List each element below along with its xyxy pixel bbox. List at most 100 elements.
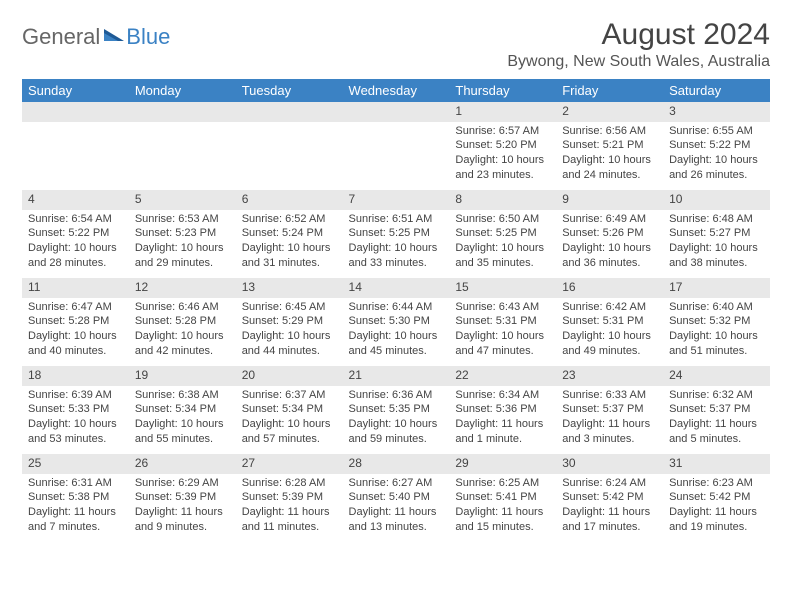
calendar-day-cell: 17Sunrise: 6:40 AMSunset: 5:32 PMDayligh… [663, 278, 770, 366]
sunset-line: Sunset: 5:41 PM [455, 490, 550, 505]
daylight-line: Daylight: 10 hours and 59 minutes. [349, 417, 444, 447]
day-details: Sunrise: 6:48 AMSunset: 5:27 PMDaylight:… [663, 210, 770, 275]
calendar-day-cell: 8Sunrise: 6:50 AMSunset: 5:25 PMDaylight… [449, 190, 556, 278]
day-number: 16 [556, 278, 663, 298]
daylight-line: Daylight: 10 hours and 45 minutes. [349, 329, 444, 359]
calendar-day-cell: 21Sunrise: 6:36 AMSunset: 5:35 PMDayligh… [343, 366, 450, 454]
sunset-line: Sunset: 5:25 PM [455, 226, 550, 241]
sunrise-line: Sunrise: 6:42 AM [562, 300, 657, 315]
day-number: 10 [663, 190, 770, 210]
daylight-line: Daylight: 10 hours and 28 minutes. [28, 241, 123, 271]
sunrise-line: Sunrise: 6:44 AM [349, 300, 444, 315]
sunrise-line: Sunrise: 6:46 AM [135, 300, 230, 315]
day-number: 17 [663, 278, 770, 298]
day-header: Saturday [663, 79, 770, 102]
day-details: Sunrise: 6:47 AMSunset: 5:28 PMDaylight:… [22, 298, 129, 363]
sunset-line: Sunset: 5:24 PM [242, 226, 337, 241]
location-text: Bywong, New South Wales, Australia [507, 53, 770, 71]
month-title: August 2024 [507, 18, 770, 51]
day-details: Sunrise: 6:27 AMSunset: 5:40 PMDaylight:… [343, 474, 450, 539]
sunrise-line: Sunrise: 6:55 AM [669, 124, 764, 139]
sunset-line: Sunset: 5:34 PM [242, 402, 337, 417]
calendar-day-cell [22, 102, 129, 190]
logo-text-general: General [22, 24, 100, 50]
calendar-day-cell: 11Sunrise: 6:47 AMSunset: 5:28 PMDayligh… [22, 278, 129, 366]
daylight-line: Daylight: 11 hours and 15 minutes. [455, 505, 550, 535]
sunset-line: Sunset: 5:42 PM [562, 490, 657, 505]
day-details: Sunrise: 6:38 AMSunset: 5:34 PMDaylight:… [129, 386, 236, 451]
logo-flag-icon [104, 25, 124, 41]
sunset-line: Sunset: 5:37 PM [669, 402, 764, 417]
calendar-day-cell: 19Sunrise: 6:38 AMSunset: 5:34 PMDayligh… [129, 366, 236, 454]
calendar-table: SundayMondayTuesdayWednesdayThursdayFrid… [22, 79, 770, 542]
sunrise-line: Sunrise: 6:34 AM [455, 388, 550, 403]
day-details: Sunrise: 6:39 AMSunset: 5:33 PMDaylight:… [22, 386, 129, 451]
daylight-line: Daylight: 11 hours and 17 minutes. [562, 505, 657, 535]
calendar-day-cell: 12Sunrise: 6:46 AMSunset: 5:28 PMDayligh… [129, 278, 236, 366]
sunrise-line: Sunrise: 6:25 AM [455, 476, 550, 491]
sunrise-line: Sunrise: 6:38 AM [135, 388, 230, 403]
day-number: 1 [449, 102, 556, 122]
day-details: Sunrise: 6:25 AMSunset: 5:41 PMDaylight:… [449, 474, 556, 539]
day-number: 5 [129, 190, 236, 210]
daylight-line: Daylight: 10 hours and 47 minutes. [455, 329, 550, 359]
day-details: Sunrise: 6:33 AMSunset: 5:37 PMDaylight:… [556, 386, 663, 451]
sunset-line: Sunset: 5:22 PM [28, 226, 123, 241]
sunset-line: Sunset: 5:28 PM [135, 314, 230, 329]
daylight-line: Daylight: 11 hours and 3 minutes. [562, 417, 657, 447]
sunset-line: Sunset: 5:27 PM [669, 226, 764, 241]
calendar-day-cell: 18Sunrise: 6:39 AMSunset: 5:33 PMDayligh… [22, 366, 129, 454]
sunset-line: Sunset: 5:21 PM [562, 138, 657, 153]
calendar-week-row: 4Sunrise: 6:54 AMSunset: 5:22 PMDaylight… [22, 190, 770, 278]
calendar-day-cell: 7Sunrise: 6:51 AMSunset: 5:25 PMDaylight… [343, 190, 450, 278]
day-number: 21 [343, 366, 450, 386]
logo: General Blue [22, 24, 170, 50]
calendar-header-row: SundayMondayTuesdayWednesdayThursdayFrid… [22, 79, 770, 102]
daylight-line: Daylight: 10 hours and 33 minutes. [349, 241, 444, 271]
day-header: Monday [129, 79, 236, 102]
day-details: Sunrise: 6:23 AMSunset: 5:42 PMDaylight:… [663, 474, 770, 539]
sunset-line: Sunset: 5:34 PM [135, 402, 230, 417]
calendar-day-cell: 10Sunrise: 6:48 AMSunset: 5:27 PMDayligh… [663, 190, 770, 278]
daylight-line: Daylight: 11 hours and 1 minute. [455, 417, 550, 447]
sunset-line: Sunset: 5:20 PM [455, 138, 550, 153]
day-details: Sunrise: 6:29 AMSunset: 5:39 PMDaylight:… [129, 474, 236, 539]
calendar-day-cell: 4Sunrise: 6:54 AMSunset: 5:22 PMDaylight… [22, 190, 129, 278]
day-number: 13 [236, 278, 343, 298]
calendar-day-cell [129, 102, 236, 190]
calendar-day-cell: 22Sunrise: 6:34 AMSunset: 5:36 PMDayligh… [449, 366, 556, 454]
day-details: Sunrise: 6:45 AMSunset: 5:29 PMDaylight:… [236, 298, 343, 363]
day-number: 30 [556, 454, 663, 474]
day-number-bar [129, 102, 236, 122]
day-details: Sunrise: 6:55 AMSunset: 5:22 PMDaylight:… [663, 122, 770, 187]
day-number: 3 [663, 102, 770, 122]
sunrise-line: Sunrise: 6:40 AM [669, 300, 764, 315]
day-number-bar [22, 102, 129, 122]
sunrise-line: Sunrise: 6:37 AM [242, 388, 337, 403]
daylight-line: Daylight: 11 hours and 5 minutes. [669, 417, 764, 447]
sunrise-line: Sunrise: 6:57 AM [455, 124, 550, 139]
sunset-line: Sunset: 5:37 PM [562, 402, 657, 417]
calendar-day-cell: 23Sunrise: 6:33 AMSunset: 5:37 PMDayligh… [556, 366, 663, 454]
day-number-bar [343, 102, 450, 122]
sunrise-line: Sunrise: 6:23 AM [669, 476, 764, 491]
calendar-day-cell: 9Sunrise: 6:49 AMSunset: 5:26 PMDaylight… [556, 190, 663, 278]
sunrise-line: Sunrise: 6:31 AM [28, 476, 123, 491]
calendar-day-cell: 1Sunrise: 6:57 AMSunset: 5:20 PMDaylight… [449, 102, 556, 190]
calendar-week-row: 1Sunrise: 6:57 AMSunset: 5:20 PMDaylight… [22, 102, 770, 190]
sunrise-line: Sunrise: 6:49 AM [562, 212, 657, 227]
day-details: Sunrise: 6:50 AMSunset: 5:25 PMDaylight:… [449, 210, 556, 275]
day-details: Sunrise: 6:56 AMSunset: 5:21 PMDaylight:… [556, 122, 663, 187]
calendar-day-cell: 16Sunrise: 6:42 AMSunset: 5:31 PMDayligh… [556, 278, 663, 366]
daylight-line: Daylight: 11 hours and 19 minutes. [669, 505, 764, 535]
calendar-page: General Blue August 2024 Bywong, New Sou… [0, 0, 792, 560]
day-header: Wednesday [343, 79, 450, 102]
daylight-line: Daylight: 10 hours and 49 minutes. [562, 329, 657, 359]
day-details: Sunrise: 6:49 AMSunset: 5:26 PMDaylight:… [556, 210, 663, 275]
day-number: 20 [236, 366, 343, 386]
calendar-day-cell: 6Sunrise: 6:52 AMSunset: 5:24 PMDaylight… [236, 190, 343, 278]
sunset-line: Sunset: 5:29 PM [242, 314, 337, 329]
sunset-line: Sunset: 5:38 PM [28, 490, 123, 505]
sunset-line: Sunset: 5:30 PM [349, 314, 444, 329]
day-number: 31 [663, 454, 770, 474]
